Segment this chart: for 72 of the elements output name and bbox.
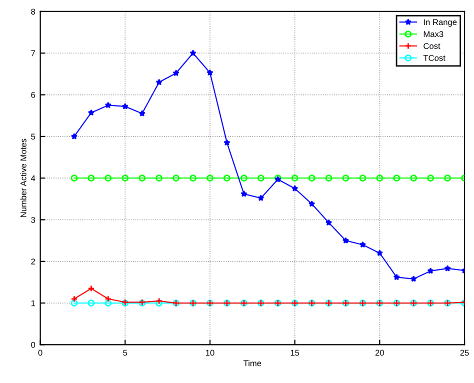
point [88,109,95,116]
point [172,70,180,76]
point [138,174,146,182]
point [88,285,95,292]
x-tick-label: 0 [38,350,42,356]
point [156,297,163,304]
point [156,78,162,86]
point [240,190,248,197]
point [291,185,298,192]
point [240,174,248,182]
point [223,174,230,182]
legend-label: In Range [424,19,457,27]
legend-label: TCost [423,55,446,61]
x-tick-label: 15 [290,350,300,356]
point [122,102,128,110]
point [257,174,264,182]
point [427,174,434,182]
point [427,268,434,274]
point [291,174,298,182]
point [444,174,452,182]
point [359,174,366,182]
point [190,174,196,182]
point [70,300,78,307]
point [224,139,230,146]
point [342,174,350,182]
point [104,174,112,182]
point [342,237,350,244]
y-tick-label: 3 [31,216,36,223]
point [359,241,366,248]
point [70,132,78,140]
point [138,110,146,116]
point [376,174,384,182]
y-tick-label: 0 [31,342,36,348]
point [325,174,332,182]
point [444,265,451,272]
point [308,174,316,182]
point [376,250,384,256]
point [172,174,180,182]
point [104,300,112,307]
y-tick-label: 5 [31,134,36,140]
y-tick-label: 7 [31,50,36,56]
point [104,102,112,108]
y-tick-label: 2 [31,258,36,264]
point [190,50,196,56]
x-axis-title: Time [243,360,262,366]
point [258,194,264,202]
point [122,174,129,182]
y-tick-label: 6 [31,92,36,98]
legend-label: Max3 [424,31,444,38]
point [206,174,214,182]
x-tick-label: 10 [206,350,214,356]
point [104,295,112,302]
point [393,274,400,280]
point [410,174,418,182]
legend-label: Cost [424,43,440,49]
point [156,174,163,182]
y-tick-label: 1 [31,300,36,306]
y-axis-title: Number Active Motes [20,138,26,218]
x-tick-label: 5 [123,350,128,356]
point [88,174,95,182]
x-tick-label: 20 [375,350,384,356]
point [156,300,163,307]
point [308,200,316,207]
point [410,275,417,282]
point [393,174,400,182]
x-tick-label: 25 [460,350,469,356]
point [88,300,95,307]
point [325,219,332,226]
point [206,69,214,76]
point [70,174,78,182]
y-tick-label: 4 [30,175,36,182]
y-tick-label: 8 [31,8,36,15]
